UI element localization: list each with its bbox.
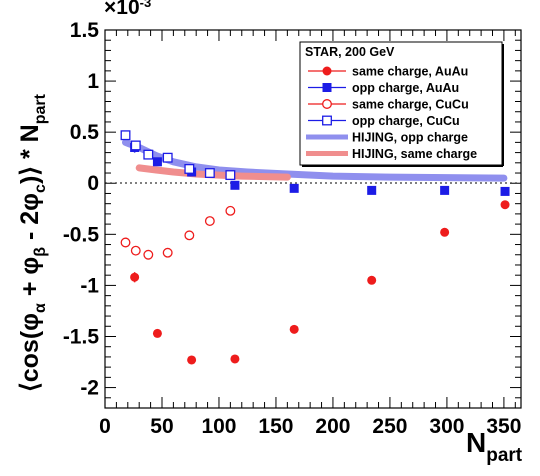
y-multiplier: ×10-3: [104, 0, 151, 19]
data-point: [184, 230, 195, 241]
x-tick-label: 100: [201, 415, 236, 438]
legend-label: HIJING, opp charge: [352, 131, 468, 145]
legend-label: opp charge, CuCu: [352, 114, 460, 128]
legend-label: HIJING, same charge: [352, 147, 477, 161]
data-point: [225, 170, 236, 181]
data-point: [225, 205, 236, 216]
legend-title: STAR, 200 GeV: [305, 45, 395, 59]
data-point: [500, 200, 510, 210]
data-point: [130, 140, 141, 151]
x-tick-label: 0: [99, 415, 111, 438]
data-point: [130, 272, 140, 282]
legend-entries: same charge, AuAu opp charge, AuAu same ch…: [306, 65, 477, 161]
x-tick-label: 200: [315, 415, 350, 438]
y-axis-label: ⟨cos(φα + φβ - 2φc)⟩ * Npart: [16, 93, 49, 392]
data-point: [367, 275, 377, 285]
x-axis-label-sub: part: [486, 445, 523, 466]
legend-marker: [322, 66, 332, 76]
x-axis-label-main: N: [466, 427, 486, 458]
data-point: [230, 354, 240, 364]
legend: STAR, 200 GeV same charge, AuAu opp charg…: [299, 41, 504, 167]
data-point: [440, 185, 450, 195]
x-tick-label: 150: [258, 415, 293, 438]
y-tick-label: 1.5: [70, 19, 100, 42]
x-tick-labels: 0 50 100 150 200 250 300 350: [99, 415, 521, 438]
y-tick-label: -1: [80, 274, 99, 297]
axis-ticks: [104, 29, 521, 409]
data-point: [120, 237, 131, 248]
data-point: [187, 355, 197, 365]
legend-marker: [322, 115, 332, 126]
data-point: [289, 183, 299, 193]
legend-label: opp charge, AuAu: [352, 81, 459, 95]
y-multiplier-exp: -3: [140, 0, 152, 10]
data-point: [289, 324, 299, 334]
data-point: [143, 249, 154, 260]
data-point: [204, 216, 215, 226]
y-tick-label: -0.5: [63, 223, 100, 246]
y-tick-label: 1: [87, 70, 99, 93]
data-point: [204, 168, 215, 178]
data-point: [152, 328, 162, 338]
x-axis-label: Npart: [466, 427, 523, 466]
data-point: [367, 185, 377, 195]
data-point: [143, 149, 154, 160]
y-multiplier-base: ×10: [104, 0, 140, 19]
data-point: [184, 163, 195, 174]
data-point: [162, 152, 173, 163]
x-tick-label: 300: [429, 415, 464, 438]
data-point: [130, 245, 141, 256]
data-points: [120, 130, 510, 365]
plot-frame: [104, 29, 522, 409]
data-point: [500, 186, 510, 196]
data-point: [162, 247, 173, 258]
legend-label: same charge, CuCu: [352, 98, 469, 112]
x-tick-label: 50: [150, 415, 173, 438]
x-tick-label: 350: [486, 415, 521, 438]
data-point: [230, 180, 240, 190]
x-tick-label: 250: [372, 415, 407, 438]
data-point: [440, 227, 450, 237]
y-tick-label: 0.5: [70, 121, 100, 144]
legend-label: same charge, AuAu: [352, 65, 468, 79]
y-tick-labels: -2 -1.5 -1 -0.5 0 0.5 1 1.5: [63, 19, 100, 400]
y-tick-label: -1.5: [63, 325, 100, 348]
data-point: [152, 157, 162, 167]
y-tick-label: 0: [87, 172, 99, 195]
legend-marker: [322, 99, 332, 109]
data-point: [120, 130, 131, 141]
y-tick-label: -2: [80, 377, 99, 400]
legend-marker: [322, 83, 332, 92]
